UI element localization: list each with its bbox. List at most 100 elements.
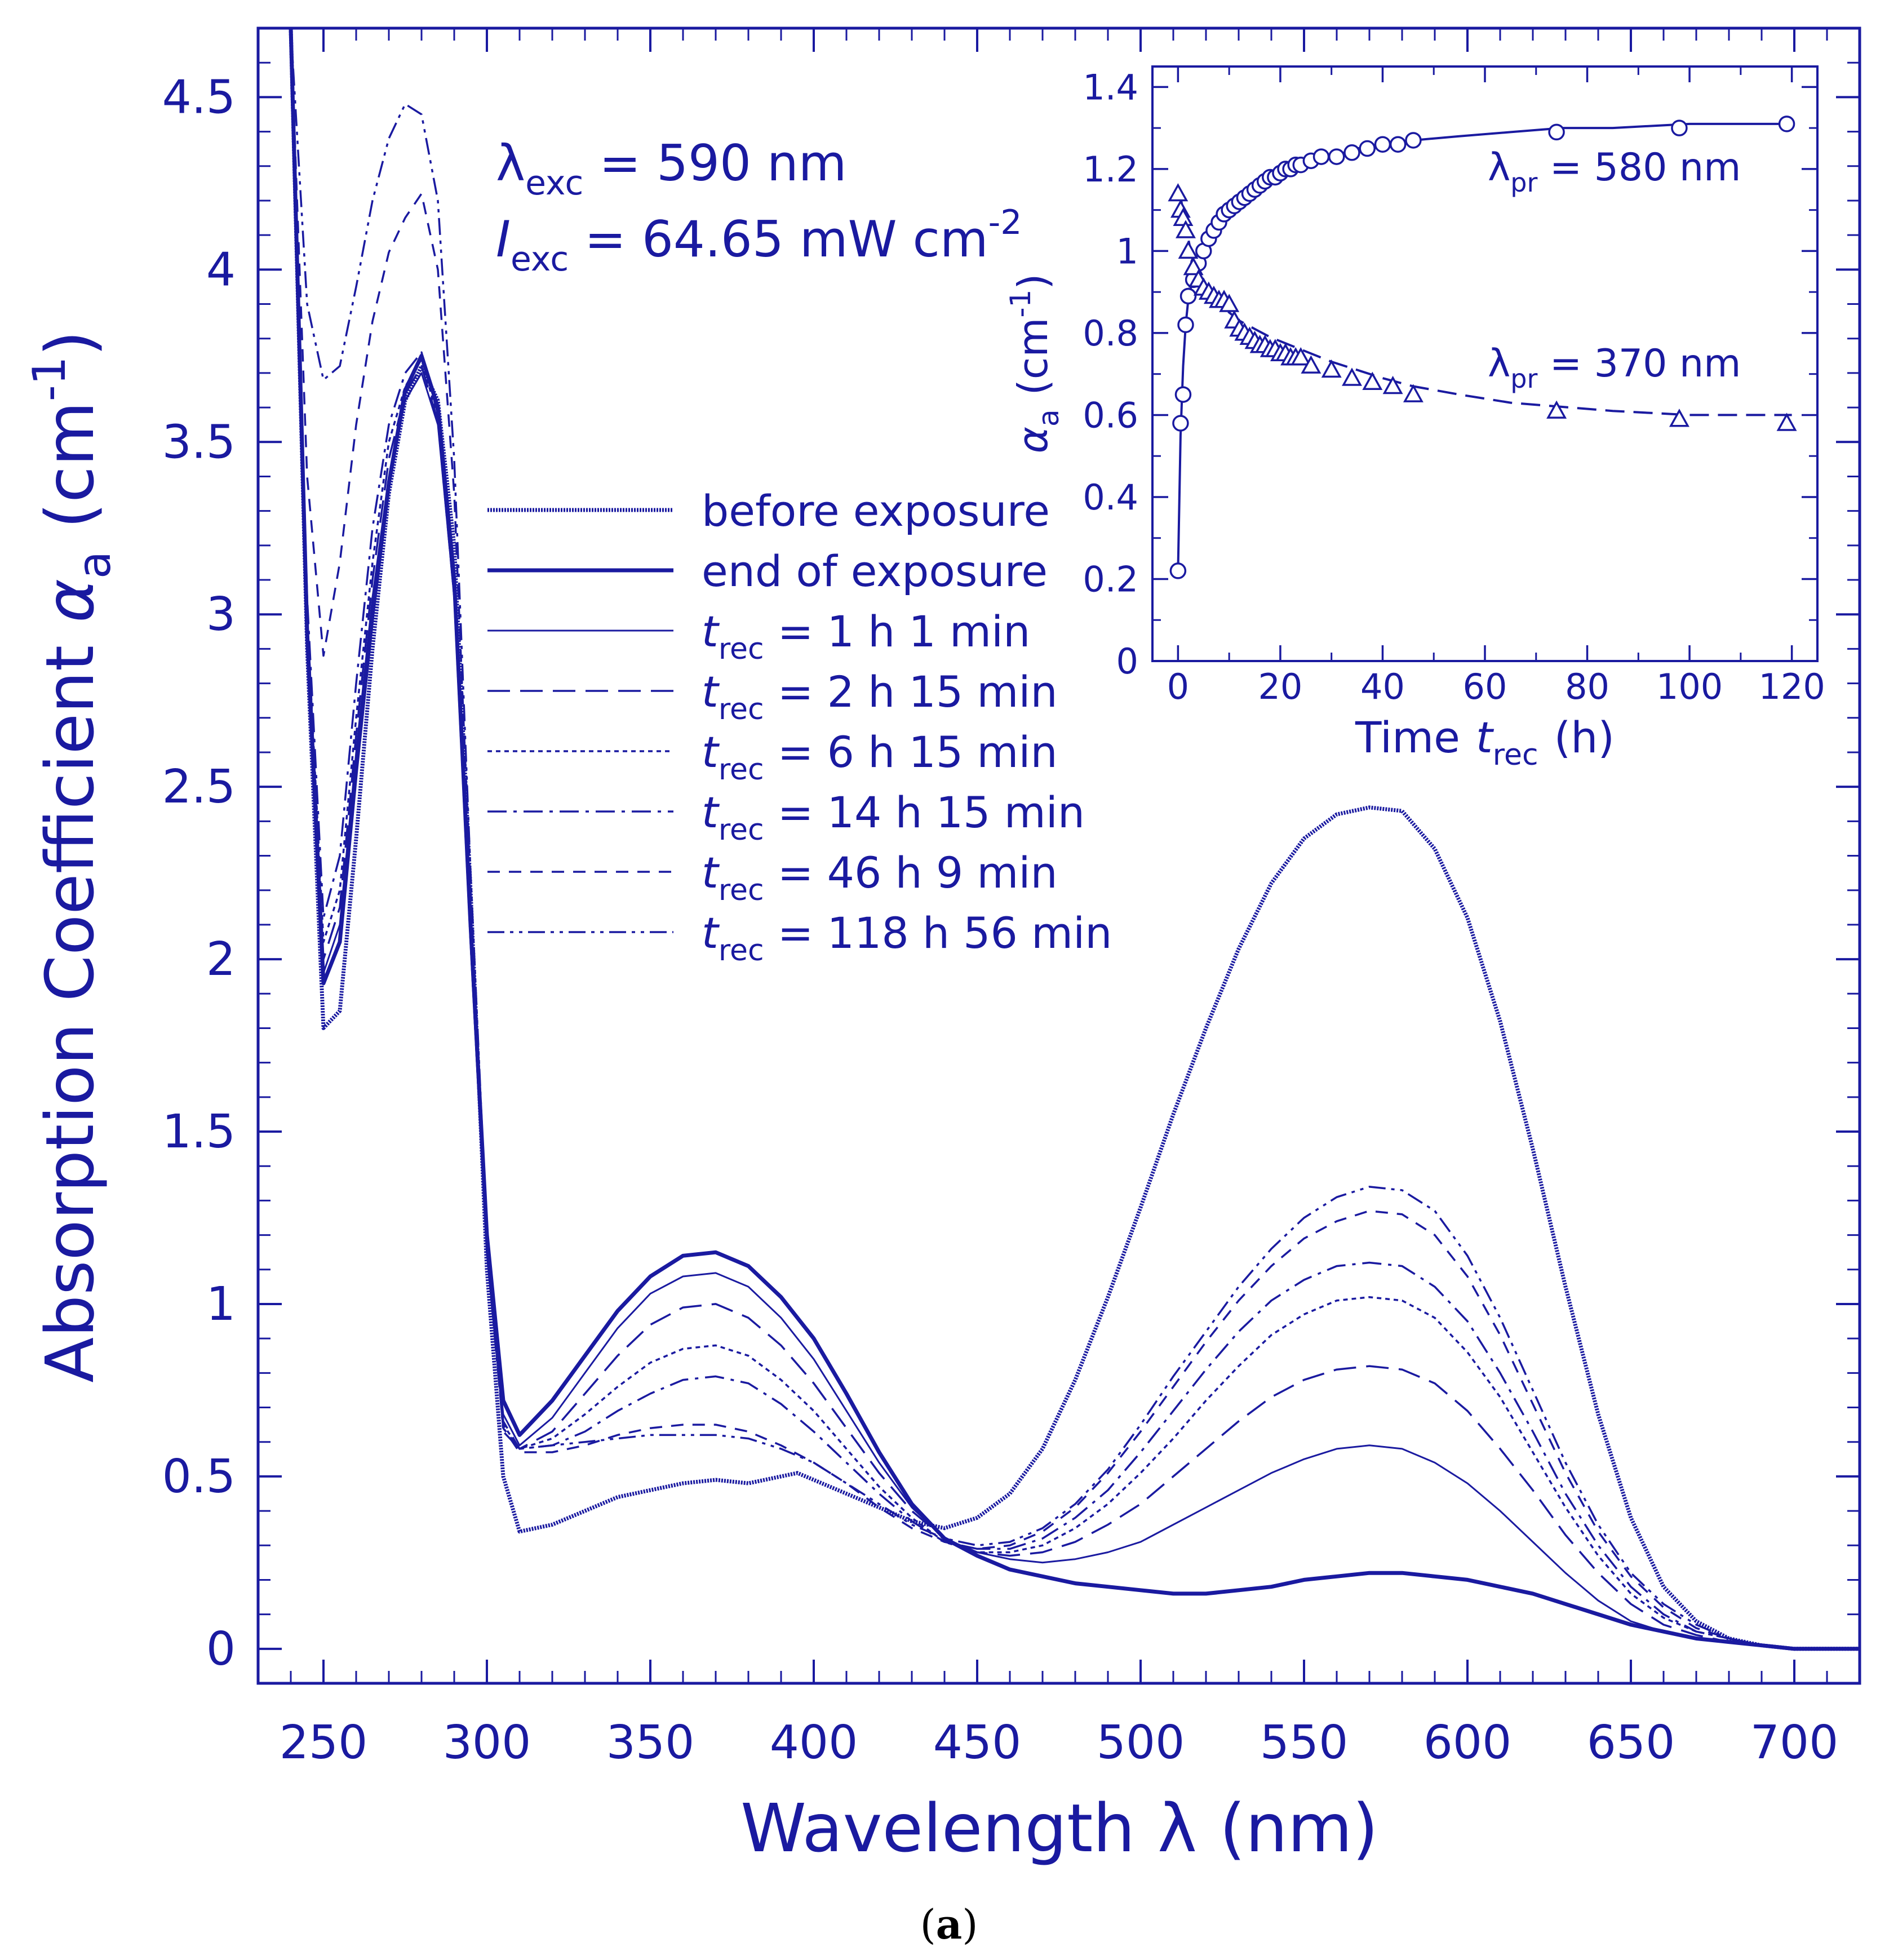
main-series-line-2 bbox=[290, 28, 1860, 1650]
inset-y-axis-label: αa (cm-1) bbox=[1004, 274, 1065, 454]
inset-y-tick-label: 1.2 bbox=[1083, 149, 1138, 190]
main-ticks-group bbox=[258, 27, 1861, 1683]
main-x-tick-label: 700 bbox=[1750, 1716, 1839, 1770]
inset-data-point-triangle bbox=[1291, 347, 1311, 366]
inset-data-point-circle bbox=[1328, 148, 1345, 165]
main-y-tick-label: 3 bbox=[206, 588, 236, 641]
main-x-tick-label: 550 bbox=[1260, 1716, 1349, 1770]
legend-label: trec = 1 h 1 min bbox=[702, 606, 1030, 666]
inset-data-point-triangle bbox=[1342, 367, 1362, 386]
annotation-int-sup: -2 bbox=[988, 203, 1022, 242]
inset-data-point-triangle bbox=[1321, 359, 1342, 378]
inset-x-label-t: t bbox=[1476, 712, 1495, 762]
inset-data-point-triangle bbox=[1301, 355, 1321, 374]
main-y-axis-label: Absorption Coefficient αa (cm-1) bbox=[23, 330, 121, 1382]
inset-data-point-circle bbox=[1671, 119, 1688, 136]
annotation-int-symbol: I bbox=[496, 210, 511, 268]
main-y-tick-label: 3.5 bbox=[162, 415, 236, 469]
main-ticklabels-group: 250 300 350 400 450 500 550 600 650 70000.511.522… bbox=[162, 70, 1839, 1770]
inset-data-point-circle bbox=[1405, 132, 1422, 149]
main-x-tick-label: 650 bbox=[1587, 1716, 1675, 1770]
main-y-tick-label: 0.5 bbox=[162, 1450, 236, 1504]
main-x-tick-label: 600 bbox=[1424, 1716, 1512, 1770]
legend-label: trec = 118 h 56 min bbox=[702, 908, 1112, 968]
main-x-tick-label: 300 bbox=[443, 1716, 531, 1770]
legend-entry: trec = 46 h 9 min bbox=[487, 848, 1058, 907]
inset-x-tick-label: 0 bbox=[1167, 666, 1189, 707]
inset-x-tick-label: 100 bbox=[1656, 666, 1723, 707]
main-y-tick-label: 4 bbox=[206, 243, 236, 296]
caption-open: ( bbox=[920, 1901, 936, 1948]
inset-data-point-triangle bbox=[1362, 371, 1383, 390]
inset-data-point-triangle bbox=[1776, 413, 1797, 431]
legend-entry: trec = 6 h 15 min bbox=[487, 727, 1058, 787]
inset-ticks-group bbox=[1152, 66, 1817, 662]
inset-data-point-circle bbox=[1389, 136, 1407, 153]
inset-label-370: λpr = 370 nm bbox=[1488, 342, 1741, 394]
annotation-exc-rest: = 590 nm bbox=[583, 134, 846, 192]
main-y-label-symbol: α bbox=[31, 579, 109, 623]
annotation-exc-sub: exc bbox=[525, 163, 583, 203]
main-x-label-unit: (nm) bbox=[1219, 1789, 1378, 1867]
annotation-int-rest: = 64.65 mW cm bbox=[569, 210, 988, 268]
inset-label-580-rest: = 580 nm bbox=[1537, 145, 1741, 190]
main-series-line-7 bbox=[290, 28, 1860, 1650]
inset-chart: 0 20 40 60 80 100 120 0 0.2 0.4 0.6 0.8 1 1.2 1.4 αa (c… bbox=[1004, 59, 1825, 772]
inset-x-tick-label: 40 bbox=[1360, 666, 1405, 707]
inset-data-point-circle bbox=[1312, 148, 1330, 165]
inset-data-point-circle bbox=[1174, 386, 1192, 403]
inset-series-group bbox=[1168, 116, 1797, 579]
inset-data-point-circle bbox=[1359, 140, 1376, 157]
inset-data-point-circle bbox=[1179, 287, 1197, 305]
main-y-label-unit-open: (cm bbox=[31, 401, 109, 529]
inset-data-point-circle bbox=[1778, 116, 1795, 132]
main-x-tick-label: 400 bbox=[770, 1716, 858, 1770]
legend-label: trec = 6 h 15 min bbox=[702, 727, 1058, 787]
inset-data-point-circle bbox=[1343, 144, 1360, 161]
inset-data-point-triangle bbox=[1183, 256, 1204, 276]
inset-data-point-triangle bbox=[1176, 220, 1196, 238]
inset-data-point-circle bbox=[1374, 136, 1391, 153]
inset-data-point-triangle bbox=[1669, 409, 1689, 427]
inset-white-bg bbox=[1133, 59, 1823, 665]
legend-entry: end of exposure bbox=[487, 546, 1048, 596]
inset-y-label-symbol: α bbox=[1009, 427, 1057, 453]
inset-x-tick-label: 80 bbox=[1565, 666, 1609, 707]
inset-x-label-sub: rec bbox=[1493, 738, 1538, 772]
legend-label: trec = 2 h 15 min bbox=[702, 667, 1058, 726]
inset-y-label-sub: a bbox=[1032, 409, 1065, 427]
inset-label-580-symbol: λ bbox=[1488, 145, 1510, 190]
figure-caption: (a) bbox=[920, 1900, 978, 1948]
inset-label-370-sub: pr bbox=[1510, 363, 1537, 394]
inset-data-point-triangle bbox=[1219, 294, 1240, 312]
main-y-tick-label: 2 bbox=[206, 933, 236, 986]
main-x-tick-label: 450 bbox=[933, 1716, 1022, 1770]
inset-y-tick-label: 0.6 bbox=[1083, 394, 1138, 436]
inset-data-point-circle bbox=[1169, 562, 1187, 579]
caption-close: ) bbox=[962, 1901, 978, 1948]
main-x-tick-label: 500 bbox=[1097, 1716, 1185, 1770]
main-series-line-0 bbox=[289, 28, 1860, 1651]
inset-data-point-triangle bbox=[1403, 384, 1424, 402]
main-y-label-sub: a bbox=[68, 551, 121, 579]
inset-x-label-unit: (h) bbox=[1554, 712, 1615, 762]
main-y-tick-label: 4.5 bbox=[162, 70, 236, 124]
main-y-tick-label: 0 bbox=[206, 1622, 236, 1676]
main-x-label-symbol: λ bbox=[1158, 1789, 1197, 1867]
main-x-label-main: Wavelength bbox=[740, 1789, 1135, 1867]
main-series-line-5 bbox=[290, 28, 1860, 1650]
main-series-line-6 bbox=[290, 28, 1860, 1650]
main-y-tick-label: 2.5 bbox=[162, 760, 236, 814]
annotation-excitation-intensity: Iexc = 64.65 mW cm-2 bbox=[496, 203, 1022, 279]
inset-data-point-triangle bbox=[1178, 240, 1199, 259]
main-x-axis-label: Wavelength λ (nm) bbox=[740, 1789, 1378, 1867]
inset-y-tick-label: 0.8 bbox=[1083, 313, 1138, 354]
main-y-label-unit-sup: -1 bbox=[23, 356, 76, 401]
annotation-int-sub: exc bbox=[511, 240, 569, 279]
annotation-exc-symbol: λ bbox=[496, 134, 525, 192]
inset-y-tick-label: 1.4 bbox=[1083, 66, 1138, 108]
inset-label-370-rest: = 370 nm bbox=[1537, 342, 1741, 386]
main-chart: 250 300 350 400 450 500 550 600 650 70000.511.522… bbox=[23, 26, 1861, 1867]
main-y-label-unit-close: ) bbox=[31, 330, 109, 356]
inset-label-580-sub: pr bbox=[1510, 167, 1537, 198]
